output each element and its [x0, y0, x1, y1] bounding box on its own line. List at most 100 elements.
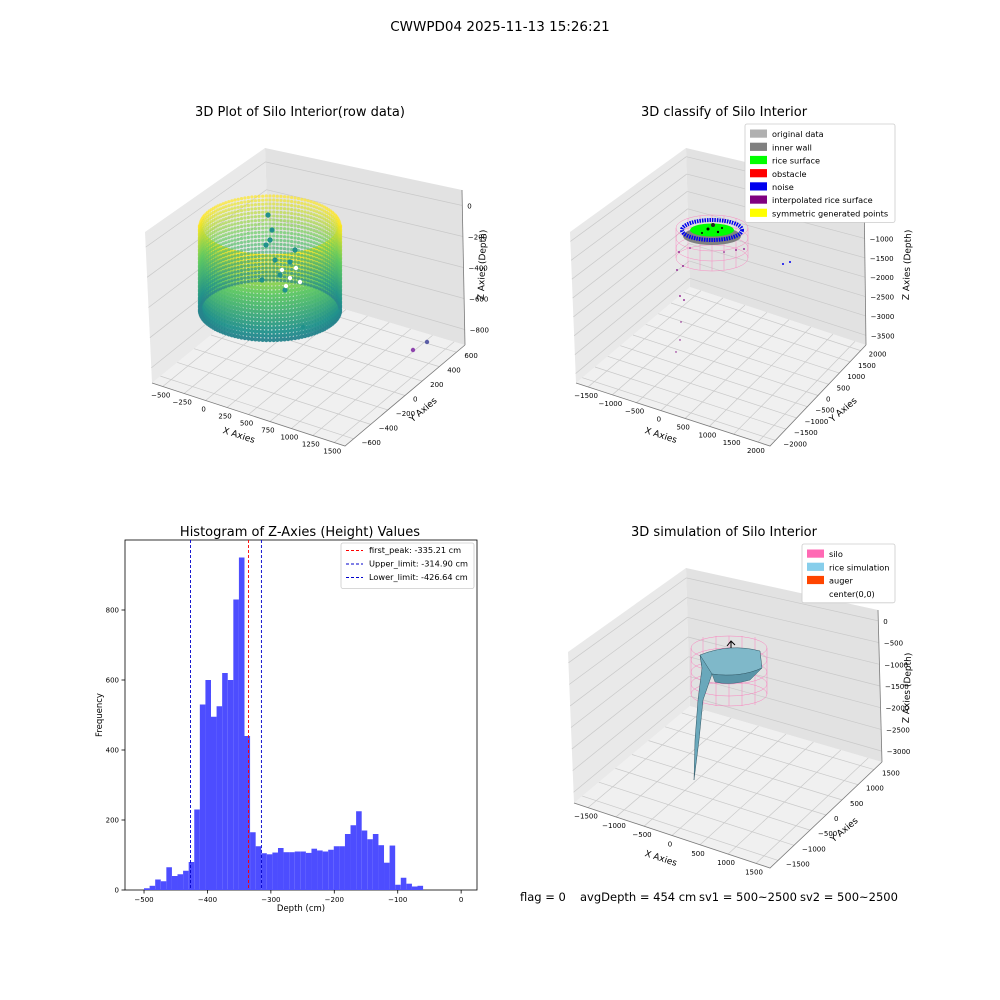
histogram-reference-lines [190, 540, 262, 890]
histogram-bar [350, 825, 357, 890]
legend-label: first_peak: -335.21 cm [369, 545, 461, 555]
footer-sv1: sv1 = 500~2500 [699, 890, 797, 904]
histogram-bar [294, 851, 301, 890]
panel2-zlabel: Z Axies (Depth) [902, 230, 914, 301]
x-tick-label: 1500 [723, 439, 741, 447]
z-tick-label: −1000 [870, 235, 894, 243]
legend-swatch [750, 169, 767, 178]
histogram-bar [322, 851, 329, 890]
x-tick-label: 1000 [280, 434, 298, 442]
histogram-bar [261, 853, 267, 890]
histogram-bar [339, 846, 345, 890]
y-tick-label: 1500 [858, 362, 876, 370]
x-tick-label: −500 [151, 392, 170, 400]
z-tick-label: −1000 [884, 661, 908, 669]
legend-label: noise [772, 182, 794, 192]
histogram-bar [277, 848, 284, 890]
histogram-ylabel: Frequency [95, 693, 105, 737]
z-tick-label: −3500 [871, 332, 895, 340]
x-tick-label: 2000 [747, 447, 765, 455]
histogram-bar [183, 870, 189, 890]
histogram-bar [283, 852, 290, 890]
x-tick-label: 750 [261, 427, 274, 435]
legend-swatch [750, 129, 767, 138]
y-tick-label: 0 [826, 396, 830, 404]
legend-swatch [807, 589, 824, 598]
y-tick-label: −500 [818, 830, 837, 838]
histogram-bar [171, 876, 178, 890]
x-tick-label: 1000 [698, 431, 716, 439]
histogram-bar [144, 888, 150, 890]
x-tick-label: −200 [325, 896, 344, 904]
histogram-bar [227, 680, 234, 890]
z-tick-label: −1500 [885, 683, 909, 691]
legend-label: rice simulation [829, 562, 889, 572]
z-tick-label: −2500 [886, 726, 910, 734]
histogram-bar [333, 846, 340, 890]
histogram-bar [188, 862, 195, 890]
panel-histogram: Histogram of Z-Axies (Height) Values −50… [95, 525, 478, 914]
histogram-bar [238, 557, 245, 890]
panel2-classified-points [675, 218, 791, 353]
y-tick-label: 1000 [866, 785, 884, 793]
legend-swatch [750, 208, 767, 217]
y-tick-label: 800 [106, 607, 119, 615]
histogram-legend: first_peak: -335.21 cm Upper_limit: -314.… [340, 542, 475, 589]
x-tick-label: 1250 [302, 441, 320, 449]
legend-swatch [750, 142, 767, 151]
x-tick-label: −250 [173, 399, 192, 407]
x-tick-label: 500 [691, 850, 704, 858]
histogram-bar [328, 849, 334, 890]
panel1-xlabel: X Axies [221, 426, 256, 446]
x-tick-label: 250 [218, 413, 231, 421]
z-tick-label: −3000 [887, 748, 911, 756]
panel-raw-data: 3D Plot of Silo Interior(row data) −500−… [145, 105, 489, 456]
y-tick-label: 0 [834, 815, 838, 823]
z-tick-label: −2500 [870, 294, 894, 302]
x-tick-label: −300 [261, 896, 280, 904]
histogram-bar [244, 736, 251, 890]
histogram-bar [367, 839, 373, 890]
y-tick-label: 200 [106, 817, 119, 825]
legend-swatch [750, 182, 767, 191]
histogram-bar [160, 881, 167, 890]
histogram-bar [205, 680, 211, 890]
histogram-bar [389, 845, 396, 890]
z-tick-label: −800 [470, 327, 489, 335]
z-tick-label: −2000 [870, 274, 894, 282]
panel-simulation: 3D simulation of Silo Interior −1 [568, 525, 914, 876]
histogram-bar [255, 846, 262, 890]
panel2-legend: original data inner wall rice surface obsta… [744, 123, 896, 223]
histogram-bar [233, 599, 239, 890]
histogram-plot-area [124, 539, 478, 891]
legend-swatch [750, 195, 767, 204]
x-tick-label: 0 [668, 841, 672, 849]
panel4-axes-box [568, 568, 883, 869]
panel4-title: 3D simulation of Silo Interior [631, 525, 818, 540]
y-tick-label: 1500 [882, 770, 900, 778]
panel2-xlabel: X Axies [643, 426, 678, 446]
legend-swatch [807, 575, 824, 585]
panel1-point-cloud [197, 194, 430, 353]
x-tick-label: 1500 [323, 448, 341, 456]
histogram-bar [266, 854, 273, 890]
histogram-bar [216, 706, 223, 890]
histogram-bar [194, 809, 200, 890]
x-tick-label: −500 [625, 408, 644, 416]
y-tick-label: 500 [850, 800, 863, 808]
histogram-bar [177, 874, 184, 890]
legend-label: auger [829, 576, 853, 586]
figure-suptitle: CWWPD04 2025-11-13 15:26:21 [390, 19, 610, 35]
y-tick-label: −1500 [794, 429, 818, 437]
legend-label: Upper_limit: -314.90 cm [369, 559, 468, 569]
panel1-title: 3D Plot of Silo Interior(row data) [195, 105, 405, 120]
y-tick-label: 600 [464, 352, 477, 360]
legend-label: silo [829, 549, 843, 559]
histogram-bar [155, 879, 161, 890]
histogram-bar [384, 862, 390, 890]
y-tick-label: 400 [447, 367, 460, 375]
panel2-title: 3D classify of Silo Interior [641, 105, 808, 120]
y-tick-label: −2000 [783, 440, 807, 448]
x-tick-label: 0 [459, 896, 463, 904]
x-tick-label: −1000 [599, 400, 623, 408]
